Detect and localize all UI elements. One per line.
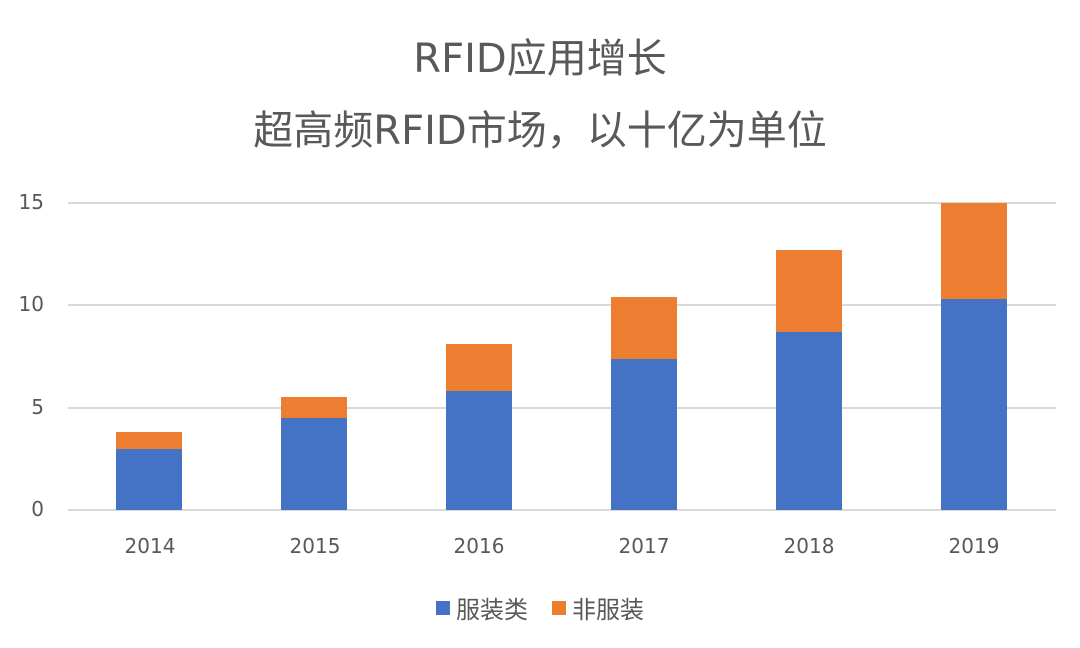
- x-tick-label: 2015: [289, 534, 341, 558]
- legend: 服装类 非服装: [0, 590, 1080, 625]
- x-tick-label: 2016: [453, 534, 505, 558]
- bar-segment-non-apparel: [776, 250, 842, 332]
- y-tick-label: 5: [31, 395, 44, 419]
- bar-segment-apparel: [446, 391, 512, 510]
- bar-segment-apparel: [611, 358, 677, 510]
- bar-segment-apparel: [941, 299, 1007, 510]
- bar-2015: [281, 397, 347, 510]
- bar-2019: [941, 203, 1007, 510]
- x-tick-label: 2017: [618, 534, 670, 558]
- chart-title: RFID应用增长: [413, 36, 667, 82]
- chart-subtitle: 超高频RFID市场，以十亿为单位: [253, 108, 827, 154]
- gridline-0: [68, 509, 1056, 511]
- bar-segment-non-apparel: [281, 397, 347, 418]
- y-tick-label: 0: [31, 497, 44, 521]
- y-tick-label: 10: [18, 292, 44, 316]
- y-tick-label: 15: [18, 190, 44, 214]
- x-tick-label: 2018: [783, 534, 835, 558]
- gridline-5: [68, 407, 1056, 409]
- bar-segment-non-apparel: [941, 203, 1007, 300]
- legend-swatch-non-apparel-icon: [552, 600, 566, 615]
- bar-2018: [776, 250, 842, 510]
- bar-segment-apparel: [281, 417, 347, 510]
- gridline-10: [68, 304, 1056, 306]
- x-tick-label: 2019: [948, 534, 1000, 558]
- bar-2014: [116, 432, 182, 510]
- gridline-15: [68, 202, 1056, 204]
- bar-segment-non-apparel: [611, 297, 677, 359]
- legend-swatch-apparel-icon: [436, 600, 450, 615]
- legend-label: 非服装: [572, 596, 644, 624]
- x-tick-label: 2014: [124, 534, 176, 558]
- bar-segment-non-apparel: [116, 432, 182, 449]
- bar-2016: [446, 344, 512, 510]
- legend-label: 服装类: [456, 596, 528, 624]
- bar-segment-apparel: [116, 448, 182, 510]
- bar-segment-non-apparel: [446, 344, 512, 392]
- bar-segment-apparel: [776, 331, 842, 510]
- legend-item-apparel[interactable]: 服装类: [436, 590, 528, 625]
- bar-2017: [611, 297, 677, 510]
- legend-item-non-apparel[interactable]: 非服装: [552, 590, 644, 625]
